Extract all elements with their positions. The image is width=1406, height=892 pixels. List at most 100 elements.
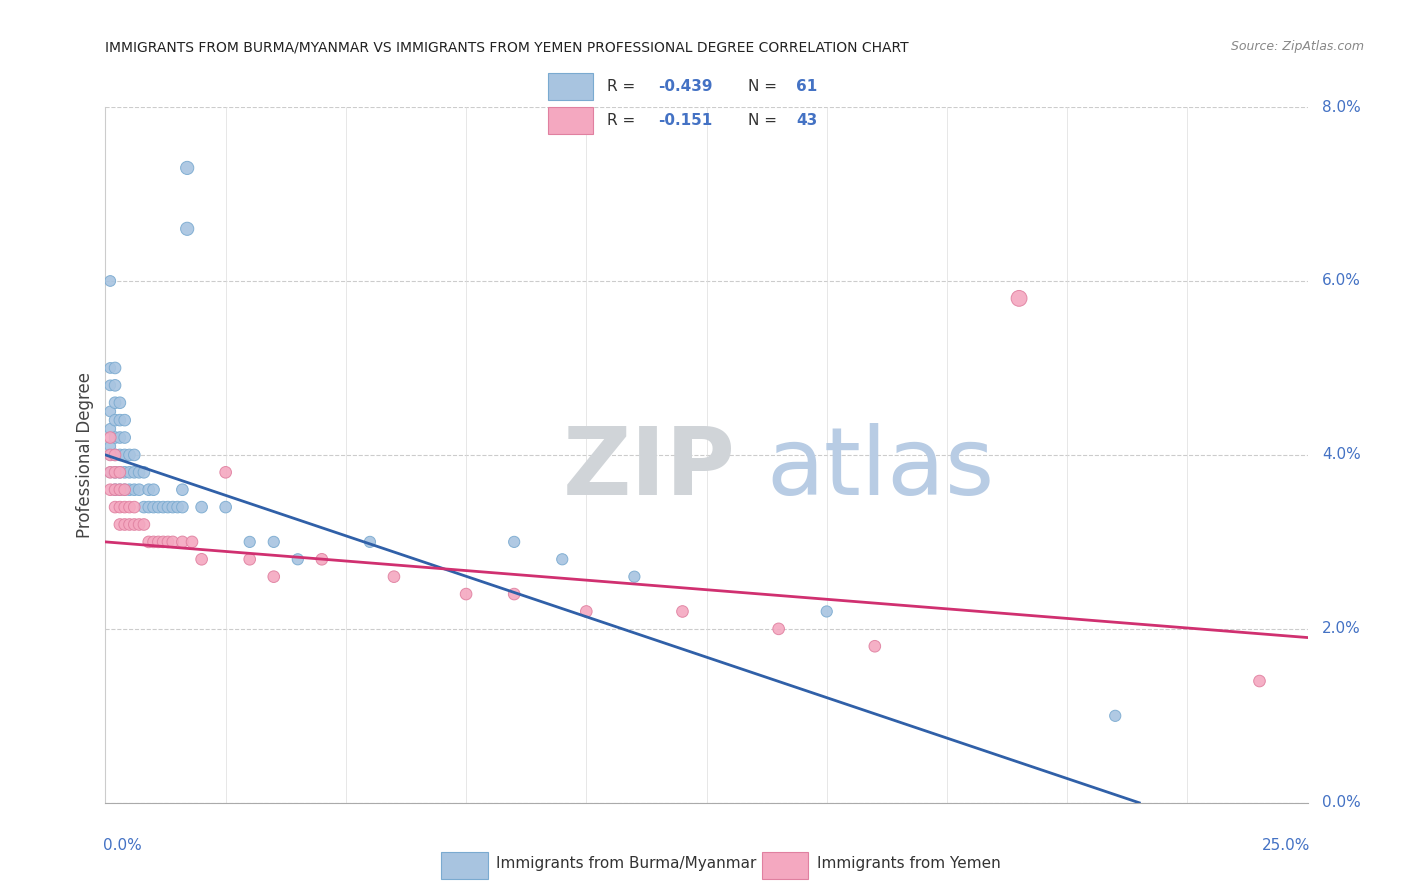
Point	[98, 360, 121, 375]
Point	[98, 466, 121, 480]
Point	[162, 500, 184, 514]
Point	[142, 500, 165, 514]
Point	[863, 639, 886, 653]
Point	[152, 535, 174, 549]
Point	[263, 535, 285, 549]
Point	[98, 466, 121, 480]
Text: 8.0%: 8.0%	[1322, 100, 1361, 114]
Point	[172, 483, 194, 497]
Point	[118, 483, 141, 497]
Point	[359, 535, 381, 549]
Point	[128, 483, 150, 497]
Point	[104, 466, 127, 480]
Point	[138, 483, 160, 497]
Point	[124, 448, 146, 462]
Point	[239, 535, 262, 549]
Point	[575, 605, 598, 619]
Text: -0.151: -0.151	[658, 113, 713, 128]
Text: 61: 61	[796, 78, 817, 94]
Point	[138, 500, 160, 514]
Point	[104, 413, 127, 427]
Point	[287, 552, 309, 566]
Text: 0.0%: 0.0%	[1322, 796, 1361, 810]
Point	[108, 448, 131, 462]
Point	[114, 483, 136, 497]
Point	[98, 448, 121, 462]
Point	[214, 500, 236, 514]
Point	[104, 483, 127, 497]
Point	[156, 500, 179, 514]
Point	[190, 500, 212, 514]
Point	[108, 466, 131, 480]
Point	[104, 360, 127, 375]
Point	[98, 274, 121, 288]
Point	[98, 439, 121, 453]
Text: N =: N =	[748, 78, 782, 94]
Point	[124, 466, 146, 480]
Point	[118, 517, 141, 532]
Point	[114, 431, 136, 445]
Point	[181, 535, 204, 549]
Point	[108, 483, 131, 497]
Text: atlas: atlas	[766, 423, 995, 515]
Point	[138, 535, 160, 549]
Point	[671, 605, 693, 619]
Point	[263, 570, 285, 584]
Bar	[548, 72, 593, 100]
Point	[128, 517, 150, 532]
Point	[503, 587, 526, 601]
Point	[768, 622, 790, 636]
Point	[108, 396, 131, 410]
Point	[114, 483, 136, 497]
Point	[166, 500, 188, 514]
Text: Source: ZipAtlas.com: Source: ZipAtlas.com	[1230, 40, 1364, 54]
Point	[503, 535, 526, 549]
Point	[815, 605, 838, 619]
Point	[128, 466, 150, 480]
Bar	[441, 852, 488, 879]
Point	[98, 404, 121, 418]
Text: ZIP: ZIP	[562, 423, 735, 515]
Text: 6.0%: 6.0%	[1322, 274, 1361, 288]
Point	[132, 500, 155, 514]
Point	[98, 448, 121, 462]
Point	[551, 552, 574, 566]
Point	[114, 517, 136, 532]
Point	[124, 483, 146, 497]
Point	[156, 535, 179, 549]
Point	[172, 500, 194, 514]
Point	[148, 500, 170, 514]
Point	[152, 500, 174, 514]
Point	[454, 587, 477, 601]
Point	[108, 413, 131, 427]
Point	[239, 552, 262, 566]
Y-axis label: Professional Degree: Professional Degree	[76, 372, 94, 538]
Point	[214, 466, 236, 480]
Point	[190, 552, 212, 566]
Point	[382, 570, 405, 584]
Bar	[548, 107, 593, 135]
Point	[1249, 674, 1271, 689]
Point	[108, 500, 131, 514]
Point	[162, 535, 184, 549]
Point	[98, 422, 121, 436]
Point	[108, 517, 131, 532]
Point	[172, 535, 194, 549]
Point	[114, 500, 136, 514]
Text: 2.0%: 2.0%	[1322, 622, 1361, 636]
Point	[104, 431, 127, 445]
Text: -0.439: -0.439	[658, 78, 713, 94]
Point	[623, 570, 645, 584]
Point	[176, 161, 198, 175]
Point	[104, 396, 127, 410]
Point	[132, 466, 155, 480]
Text: 43: 43	[796, 113, 817, 128]
Text: IMMIGRANTS FROM BURMA/MYANMAR VS IMMIGRANTS FROM YEMEN PROFESSIONAL DEGREE CORRE: IMMIGRANTS FROM BURMA/MYANMAR VS IMMIGRA…	[105, 40, 910, 54]
Text: 4.0%: 4.0%	[1322, 448, 1361, 462]
Point	[148, 535, 170, 549]
Point	[142, 483, 165, 497]
Point	[108, 431, 131, 445]
Point	[118, 466, 141, 480]
Point	[132, 517, 155, 532]
Point	[114, 466, 136, 480]
